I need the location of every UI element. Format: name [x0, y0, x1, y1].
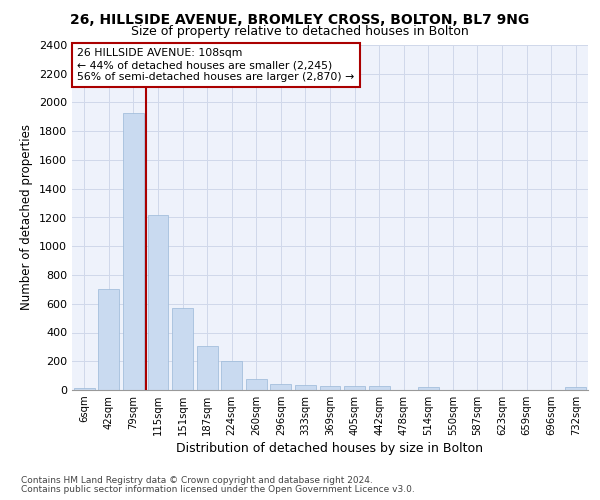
- Text: Size of property relative to detached houses in Bolton: Size of property relative to detached ho…: [131, 25, 469, 38]
- X-axis label: Distribution of detached houses by size in Bolton: Distribution of detached houses by size …: [176, 442, 484, 455]
- Bar: [368, 386, 389, 390]
- Y-axis label: Number of detached properties: Number of detached properties: [20, 124, 34, 310]
- Text: 26, HILLSIDE AVENUE, BROMLEY CROSS, BOLTON, BL7 9NG: 26, HILLSIDE AVENUE, BROMLEY CROSS, BOLT…: [70, 12, 530, 26]
- Bar: [271, 384, 292, 390]
- Bar: [197, 346, 218, 390]
- Bar: [221, 361, 242, 390]
- Bar: [418, 387, 439, 390]
- Bar: [565, 387, 586, 390]
- Bar: [74, 388, 95, 390]
- Bar: [98, 290, 119, 390]
- Bar: [246, 378, 267, 390]
- Text: 26 HILLSIDE AVENUE: 108sqm
← 44% of detached houses are smaller (2,245)
56% of s: 26 HILLSIDE AVENUE: 108sqm ← 44% of deta…: [77, 48, 355, 82]
- Bar: [123, 112, 144, 390]
- Text: Contains HM Land Registry data © Crown copyright and database right 2024.: Contains HM Land Registry data © Crown c…: [21, 476, 373, 485]
- Text: Contains public sector information licensed under the Open Government Licence v3: Contains public sector information licen…: [21, 485, 415, 494]
- Bar: [320, 386, 340, 390]
- Bar: [295, 385, 316, 390]
- Bar: [148, 214, 169, 390]
- Bar: [172, 308, 193, 390]
- Bar: [344, 386, 365, 390]
